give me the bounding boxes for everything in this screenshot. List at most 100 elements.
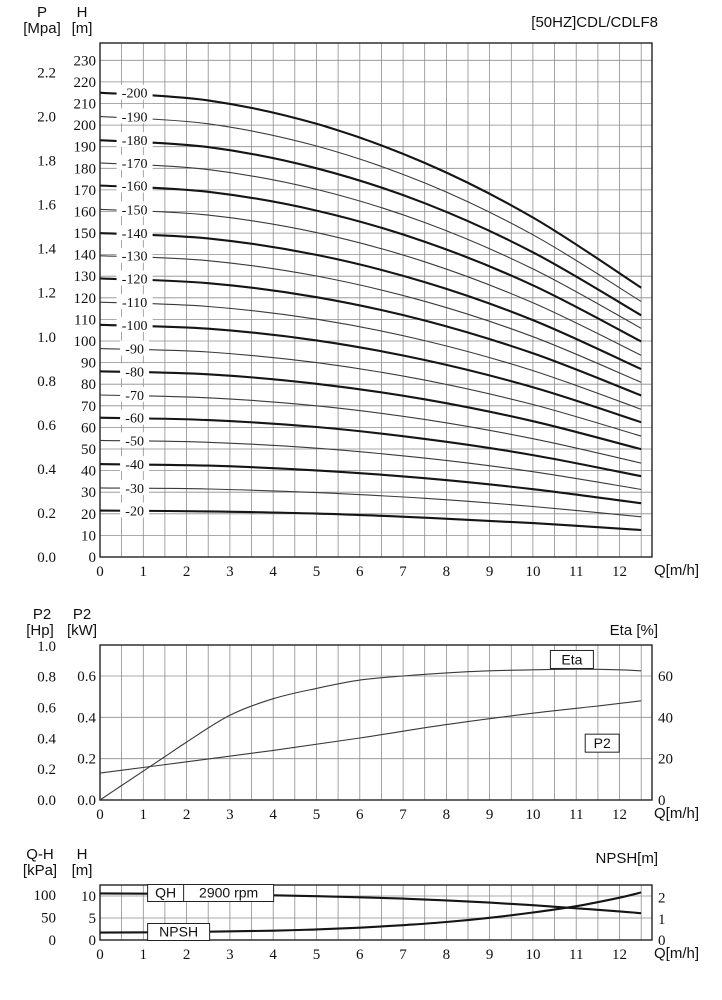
top-left-axis-p-unit: [Mpa] (23, 20, 61, 37)
left-inner-tick-label: 210 (74, 96, 97, 112)
left-inner-tick-label: 0.0 (77, 793, 96, 809)
series-label: -70 (125, 389, 144, 404)
left-inner-tick-label: 110 (74, 312, 96, 328)
plot-border (99, 42, 653, 558)
left-outer-tick-label: 0.2 (37, 762, 56, 778)
left-inner-tick-label: 10 (81, 528, 96, 544)
series-curve (99, 668, 642, 801)
left-inner-tick-label: 120 (74, 291, 97, 307)
series-label-bg (120, 387, 150, 402)
right-tick-label: 60 (658, 669, 673, 685)
series-label-bg (116, 132, 153, 148)
left-outer-tick-label: 100 (34, 888, 57, 904)
left-inner-tick-label: 130 (74, 269, 97, 285)
left-outer-tick-label: 0.0 (37, 550, 56, 566)
x-tick-label: 7 (399, 947, 407, 963)
series-curve (99, 487, 642, 518)
left-outer-tick-label: 2.0 (37, 110, 56, 126)
x-tick-label: 5 (313, 947, 321, 963)
qh-rpm-label-box (147, 884, 275, 902)
series-label: Eta (561, 651, 582, 667)
left-inner-tick-label: 0 (89, 550, 97, 566)
x-tick-label: 12 (612, 564, 627, 580)
bot-x-axis-label: Q[m/h] (654, 945, 700, 962)
npsh-label: NPSH (159, 924, 198, 940)
left-inner-tick-label: 0.6 (77, 669, 96, 685)
mid-right-axis-eta-label: Eta [%] (609, 622, 658, 639)
series-curve (99, 463, 642, 505)
bot-left-axis-m-name: H (76, 846, 88, 863)
grid (99, 645, 652, 800)
left-inner-tick-label: 100 (74, 334, 97, 350)
rpm-label: 2900 rpm (199, 885, 258, 901)
left-inner-tick-label: 160 (74, 204, 97, 220)
left-inner-tick-label: 230 (74, 53, 97, 69)
series-curve (99, 700, 642, 774)
series-label-bg (116, 225, 153, 241)
x-tick-label: 6 (356, 947, 364, 963)
series-curve (99, 139, 642, 317)
series-curve (99, 232, 642, 371)
x-tick-label: 1 (140, 807, 148, 823)
series-label-bg (120, 363, 150, 379)
x-tick-label: 2 (183, 807, 191, 823)
left-inner-tick-label: 60 (81, 420, 96, 436)
series-label: -200 (122, 87, 148, 102)
series-label: -130 (122, 250, 148, 265)
series-label-bg (116, 270, 153, 286)
series-label: -100 (122, 319, 148, 334)
series-curve (99, 394, 642, 464)
x-tick-label: 0 (96, 807, 104, 823)
grid (99, 43, 652, 557)
x-tick-label: 4 (269, 947, 277, 963)
left-outer-tick-label: 2.2 (37, 66, 56, 82)
chart-title: [50HZ]CDL/CDLF8 (531, 14, 658, 31)
bot-left-axis-kpa-name: Q-H (26, 846, 54, 863)
series-curve (99, 416, 642, 478)
left-inner-tick-label: 0.4 (77, 710, 96, 726)
series-label: -140 (122, 227, 148, 242)
series-curve (99, 208, 642, 356)
x-tick-label: 3 (226, 947, 234, 963)
x-tick-label: 10 (525, 947, 540, 963)
plot-border (99, 644, 653, 801)
left-inner-tick-label: 90 (81, 356, 96, 372)
series-label-bg (116, 316, 153, 332)
left-inner-tick-label: 0 (89, 933, 97, 949)
left-inner-tick-label: 20 (81, 507, 96, 523)
qh-label: QH (155, 885, 176, 901)
series-label-bg (120, 502, 150, 518)
series-label-bg (120, 340, 150, 356)
npsh-label-box (147, 923, 211, 941)
x-tick-label: 3 (226, 564, 234, 580)
series-label: -20 (125, 505, 144, 520)
series-curve (99, 370, 642, 451)
x-tick-label: 9 (486, 807, 494, 823)
series-label: -190 (122, 110, 148, 125)
mid-left-axis-kw-name: P2 (72, 606, 92, 623)
series-label: -160 (122, 180, 148, 195)
top-left-axis-h-name: H (76, 4, 88, 21)
series-label: -40 (125, 458, 144, 473)
left-outer-tick-label: 1.0 (37, 639, 56, 655)
mid-left-axis-hp-unit: [Hp] (26, 622, 54, 639)
left-inner-tick-label: 180 (74, 161, 97, 177)
series-label-bg (116, 84, 153, 100)
x-tick-label: 8 (443, 947, 451, 963)
x-tick-label: 1 (140, 564, 148, 580)
right-tick-label: 2 (658, 891, 666, 907)
series-label: P2 (594, 735, 611, 751)
series-label: -110 (122, 296, 147, 311)
chart-power-efficiency: EtaP20.00.20.40.60.81.00.00.20.40.602040… (37, 639, 673, 823)
x-tick-label: 12 (612, 807, 627, 823)
series-curve (99, 184, 642, 343)
series-label-bg (116, 108, 153, 124)
top-left-axis-h-unit: [m] (71, 20, 93, 37)
series-label: -170 (122, 157, 148, 172)
series-curve (99, 348, 642, 437)
left-outer-tick-label: 1.2 (37, 286, 56, 302)
mid-left-axis-kw-unit: [kW] (67, 622, 97, 639)
chart-main-hq-curves: -200-190-180-170-160-150-140-130-120-110… (37, 42, 653, 580)
x-tick-label: 2 (183, 947, 191, 963)
left-inner-tick-label: 80 (81, 377, 96, 393)
